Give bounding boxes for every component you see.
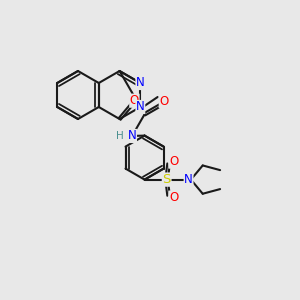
Text: N: N	[128, 130, 136, 142]
Text: O: O	[169, 155, 178, 168]
Text: O: O	[130, 94, 139, 107]
Text: S: S	[162, 173, 171, 186]
Text: H: H	[116, 131, 124, 141]
Text: O: O	[159, 95, 169, 108]
Text: O: O	[169, 191, 178, 204]
Text: N: N	[184, 173, 193, 186]
Text: N: N	[136, 76, 145, 89]
Text: N: N	[136, 100, 145, 113]
